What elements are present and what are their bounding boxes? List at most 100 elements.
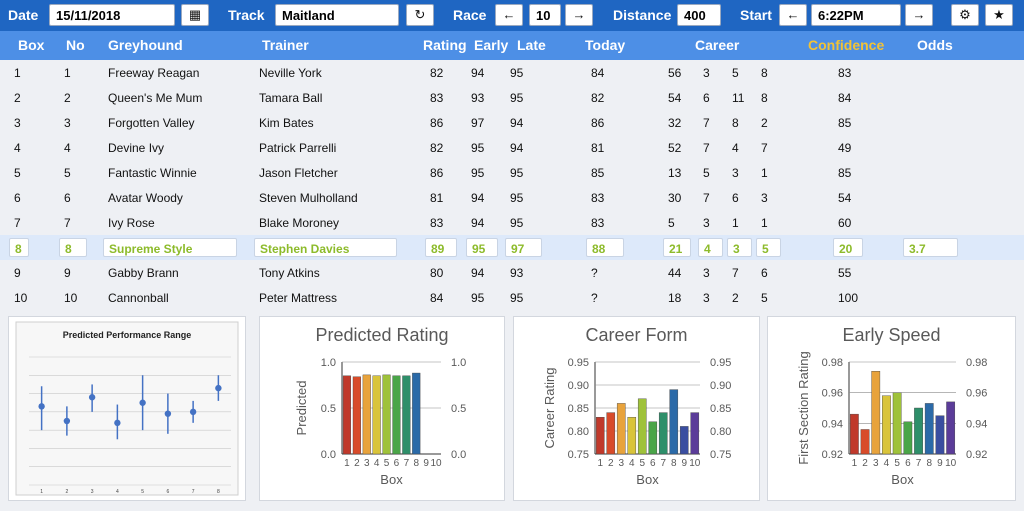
data-point [164, 410, 172, 417]
cell-career-starts[interactable]: 21 [663, 238, 691, 257]
cell-confidence: 85 [838, 116, 852, 130]
cell-today[interactable]: 88 [586, 238, 624, 257]
header-box[interactable]: Box [18, 37, 45, 53]
date-input[interactable]: 15/11/2018 [49, 4, 175, 26]
cell-no[interactable]: 8 [59, 238, 87, 257]
table-row[interactable]: 3 3 Forgotten Valley Kim Bates 86 97 94 86 32 7 8 2… [0, 110, 1024, 135]
cell-early: 94 [471, 216, 485, 230]
cell-career-seconds: 1 [732, 216, 739, 230]
data-point [63, 417, 71, 425]
table-row[interactable]: 5 5 Fantastic Winnie Jason Fletcher 86 95 95 85… [0, 160, 1024, 185]
cell-early: 93 [471, 91, 485, 105]
cell-career-thirds: 8 [761, 91, 768, 105]
bar [648, 421, 658, 455]
race-input[interactable]: 10 [529, 4, 561, 26]
x-tick-label: 3 [618, 458, 624, 469]
cell-confidence[interactable]: 20 [833, 238, 863, 257]
cell-career-seconds[interactable]: 3 [727, 238, 752, 257]
bar [362, 374, 371, 455]
cell-odds[interactable]: 3.7 [903, 238, 958, 257]
data-point [88, 394, 96, 401]
y-tick-label: 1.0 [321, 357, 336, 369]
bar [903, 421, 913, 455]
gear-icon[interactable]: ⚙ [951, 4, 979, 26]
y-tick-label: 0.94 [822, 418, 843, 430]
cell-early[interactable]: 95 [466, 238, 498, 257]
cell-career-thirds[interactable]: 5 [756, 238, 781, 257]
star-icon[interactable]: ★ [985, 4, 1013, 26]
performance-range-panel: Predicted Performance Range 1 2 3 4 5 6 7 8 [8, 316, 246, 501]
cell-box[interactable]: 8 [9, 238, 29, 257]
table-row[interactable]: 2 2 Queen's Me Mum Tamara Ball 83 93 95 82 54 6 11… [0, 85, 1024, 110]
start-time-input[interactable]: 6:22PM [811, 4, 901, 26]
x-tick-label: 1 [852, 458, 858, 469]
cell-greyhound: Freeway Reagan [108, 66, 200, 80]
header-no[interactable]: No [66, 37, 85, 53]
x-axis-label: Box [891, 472, 914, 487]
cell-greyhound[interactable]: Supreme Style [103, 238, 237, 257]
cell-career-seconds: 4 [732, 141, 739, 155]
x-tick-label: 7 [192, 489, 195, 495]
header-today[interactable]: Today [585, 37, 626, 53]
header-trainer[interactable]: Trainer [262, 37, 309, 53]
right-y-tick-label: 0.0 [451, 449, 466, 461]
start-next-arrow-icon[interactable]: → [905, 4, 933, 26]
cell-rating[interactable]: 89 [425, 238, 457, 257]
cell-late: 93 [510, 266, 524, 280]
cell-today: ? [591, 266, 598, 280]
track-input[interactable]: Maitland [275, 4, 399, 26]
table-row[interactable]: 9 9 Gabby Brann Tony Atkins 80 94 93? 44 3 7 6 55 [0, 260, 1024, 285]
table-row[interactable]: 1 1 Freeway Reagan Neville York 82 94 95 84 56 3 5… [0, 60, 1024, 85]
bar [679, 426, 689, 455]
header-greyhound[interactable]: Greyhound [108, 37, 183, 53]
race-prev-arrow-icon[interactable]: ← [495, 4, 523, 26]
x-tick-label: 8 [413, 458, 419, 469]
right-y-tick-label: 0.80 [710, 426, 731, 438]
race-next-arrow-icon[interactable]: → [565, 4, 593, 26]
cell-late[interactable]: 97 [505, 238, 542, 257]
bar [412, 372, 421, 455]
cell-career-starts: 5 [668, 216, 675, 230]
cell-rating: 86 [430, 116, 444, 130]
cell-rating: 81 [430, 191, 444, 205]
refresh-icon[interactable]: ↻ [406, 4, 434, 26]
y-axis-label: Predicted [294, 381, 309, 436]
cell-career-thirds: 6 [761, 266, 768, 280]
bar [606, 412, 616, 455]
x-tick-label: 2 [65, 489, 68, 495]
table-row[interactable]: 7 7 Ivy Rose Blake Moroney 83 94 95 83 5 3 1 1 60 [0, 210, 1024, 235]
cell-career-thirds: 5 [761, 291, 768, 305]
header-rating[interactable]: Rating [423, 37, 467, 53]
bar [402, 375, 411, 455]
header-odds[interactable]: Odds [917, 37, 953, 53]
y-tick-label: 0.92 [822, 449, 843, 461]
cell-greyhound: Ivy Rose [108, 216, 155, 230]
distance-input[interactable]: 400 [677, 4, 721, 26]
table-row-selected[interactable]: 8 8 Supreme Style Stephen Davies 89 95 97 88 21 4… [0, 235, 1024, 260]
right-y-tick-label: 0.5 [451, 403, 466, 415]
header-early[interactable]: Early [474, 37, 509, 53]
calendar-icon[interactable]: ▦ [181, 4, 209, 26]
x-tick-label: 7 [916, 458, 922, 469]
cell-rating: 84 [430, 291, 444, 305]
header-late[interactable]: Late [517, 37, 546, 53]
start-prev-arrow-icon[interactable]: ← [779, 4, 807, 26]
cell-trainer[interactable]: Stephen Davies [254, 238, 397, 257]
cell-career-wins: 7 [703, 116, 710, 130]
table-row[interactable]: 6 6 Avatar Woody Steven Mulholland 81 94 95 83 3… [0, 185, 1024, 210]
bar [892, 392, 902, 455]
x-tick-label: 10 [430, 458, 442, 469]
cell-no: 9 [64, 266, 71, 280]
cell-career-seconds: 11 [732, 91, 745, 105]
header-confidence[interactable]: Confidence [808, 37, 885, 53]
cell-career-starts: 54 [668, 91, 682, 105]
bar [946, 401, 956, 455]
cell-career-wins[interactable]: 4 [698, 238, 723, 257]
table-row[interactable]: 10 10 Cannonball Peter Mattress 84 95 95? 18 3 2 5… [0, 285, 1024, 310]
cell-today: 83 [591, 191, 605, 205]
bar [935, 415, 945, 455]
cell-today: 85 [591, 166, 605, 180]
cell-career-wins: 3 [703, 266, 710, 280]
header-career[interactable]: Career [695, 37, 740, 53]
table-row[interactable]: 4 4 Devine Ivy Patrick Parrelli 82 95 94 81 52 7 4… [0, 135, 1024, 160]
